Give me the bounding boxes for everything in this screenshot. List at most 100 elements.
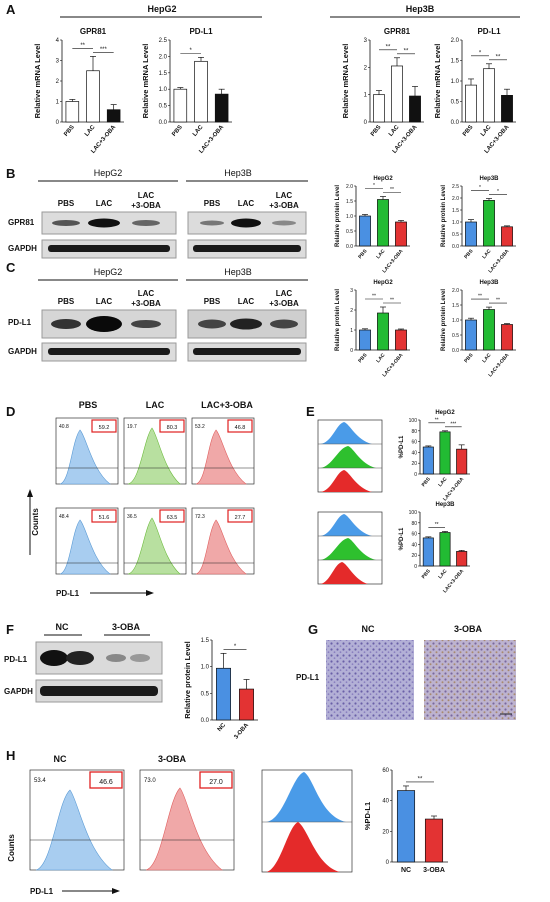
band	[48, 245, 170, 252]
y-tick-label: 1.0	[452, 318, 459, 324]
ihc-row-label: PD-L1	[296, 673, 320, 682]
y-tick-label: 0.0	[451, 120, 460, 126]
y-tick-label: 100	[409, 510, 418, 516]
flow-left-value: 53.2	[195, 424, 205, 430]
arrow-icon	[112, 888, 120, 894]
bar	[65, 101, 80, 123]
band	[193, 245, 301, 252]
category-label: PBS	[357, 248, 369, 260]
band	[231, 218, 261, 228]
band	[131, 320, 161, 328]
flow-h-title-3oba: 3-OBA	[158, 754, 187, 764]
y-tick-label: 1.0	[346, 214, 353, 220]
y-tick-label: 0.5	[159, 104, 168, 110]
chart-title: Hep3B	[479, 280, 499, 286]
blot-b-lane-pbs-2: PBS	[204, 199, 221, 208]
bar	[216, 667, 231, 721]
blot-c-lane-lac-bottom-2: +3-OBA	[269, 299, 299, 308]
category-label: PBS	[463, 248, 475, 260]
flow-right-value: 63.5	[167, 515, 178, 521]
bar	[106, 109, 121, 123]
y-tick-label: 0.0	[452, 244, 459, 250]
blot-b-header-hep3b: Hep3B	[224, 168, 252, 178]
y-axis-label: Relative mRNA Level	[33, 44, 42, 119]
y-tick-label: 1.5	[452, 303, 459, 309]
western-blots-bc: HepG2 Hep3B PBS LAC LAC +3-OBA PBS LAC L…	[8, 168, 308, 362]
bar	[501, 226, 513, 247]
category-label: 3-OBA	[423, 867, 445, 874]
chart-title: HepG2	[373, 280, 393, 286]
flow-value-box	[159, 509, 185, 523]
chart-title: Hep3B	[479, 176, 499, 182]
flow-left-value: 40.8	[59, 424, 69, 430]
significance-label: **	[418, 776, 423, 782]
bar-chart-4: PD-L1 0.0 0.5 1.0 1.5 2.0 Relative mRNA Level P…	[433, 27, 516, 155]
flow-d-title-pbs: PBS	[79, 400, 98, 410]
y-tick-label: 3	[56, 59, 60, 65]
flow-value-box	[199, 771, 233, 789]
arrow-icon	[146, 590, 154, 596]
flow-value-box	[91, 509, 117, 523]
flow-h-right-3oba: 27.0	[209, 779, 223, 786]
blot-b-header-hepg2: HepG2	[94, 168, 123, 178]
bar-chart-12: 0 20 40 60 %PD-L1 NC 3-OBA **	[363, 768, 448, 874]
y-tick-label: 2	[56, 79, 60, 85]
y-tick-label: 20	[411, 461, 417, 467]
blot-b-lane-lac: LAC	[96, 199, 113, 208]
overlay-histograms-e	[317, 419, 383, 585]
band	[66, 651, 94, 665]
significance-label: **	[372, 294, 376, 300]
y-tick-label: 0.0	[201, 718, 210, 724]
y-tick-label: 40	[411, 450, 417, 456]
significance-label: *	[479, 50, 482, 56]
flow-h-xlabel: PD-L1	[30, 887, 54, 896]
category-label: PBS	[421, 476, 433, 488]
band	[52, 220, 80, 226]
y-tick-label: 0	[350, 348, 353, 354]
bar	[465, 84, 477, 123]
ihc-images-g: NC 3-OBA PD-L1	[296, 624, 516, 720]
flow-right-value: 80.3	[167, 425, 178, 431]
bar	[422, 537, 434, 567]
significance-label: **	[435, 417, 439, 423]
blot-c-label-pdl1: PD-L1	[8, 318, 32, 327]
band	[272, 220, 296, 226]
histogram-blue	[35, 789, 113, 871]
y-axis-label: Relative protein Level	[183, 641, 192, 719]
y-tick-label: 0.0	[159, 120, 168, 126]
y-axis-label: Relative protein Level	[441, 289, 447, 351]
flow-d-xlabel: PD-L1	[56, 589, 80, 598]
panel-label-h: H	[6, 748, 15, 763]
panel-label-d: D	[6, 404, 15, 419]
panel-label-a: A	[6, 2, 16, 17]
flow-histograms-d: PBS LAC LAC+3-OBA 40.8 59.2 19.7 80.3 53…	[27, 400, 255, 598]
y-tick-label: 1	[56, 100, 60, 106]
category-label: PBS	[421, 568, 433, 580]
category-label: PBS	[370, 124, 383, 137]
y-tick-label: 0.5	[201, 691, 210, 697]
y-tick-label: 0.0	[346, 244, 353, 250]
y-tick-label: 20	[411, 553, 417, 559]
band	[193, 348, 301, 355]
category-label: LAC	[481, 352, 492, 364]
flow-left-value: 48.4	[59, 514, 69, 520]
y-tick-label: 0	[386, 860, 390, 866]
y-axis-label: Relative mRNA Level	[141, 44, 150, 119]
y-tick-label: 1.5	[452, 208, 459, 214]
blot-b-label-gpr81: GPR81	[8, 218, 35, 227]
bar	[501, 94, 513, 123]
y-axis-label: %PD-L1	[399, 435, 405, 458]
y-axis-label: Relative protein Level	[335, 289, 341, 351]
bar-chart-8: Hep3B 0.0 0.5 1.0 1.5 2.0 Relative protein Lev…	[441, 280, 516, 378]
chart-title: HepG2	[435, 410, 455, 416]
category-label: LAC	[480, 124, 493, 138]
band	[198, 319, 226, 329]
flow-h-left-3oba: 73.0	[144, 778, 156, 784]
significance-label: **	[386, 44, 391, 50]
flow-left-value: 19.7	[127, 424, 137, 430]
blot-f-lane-nc: NC	[56, 622, 69, 632]
